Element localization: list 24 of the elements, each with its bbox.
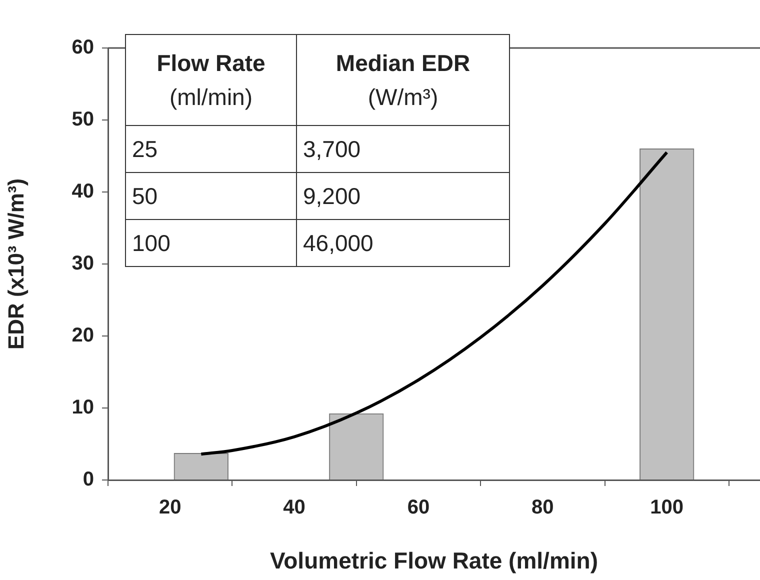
x-tick-label: 60 <box>407 496 430 519</box>
x-tick-label: 20 <box>158 496 182 519</box>
annotation: 3,700 <box>296 126 510 172</box>
annotation: 100 <box>126 220 296 266</box>
y-tick-label: 20 <box>72 324 94 347</box>
y-tick-label: 10 <box>72 396 94 419</box>
y-tick-label: 0 <box>82 468 94 491</box>
annotation: Flow Rate <box>156 50 266 76</box>
y-tick-label: 50 <box>72 108 94 131</box>
x-axis-title: Volumetric Flow Rate (ml/min) <box>270 548 598 574</box>
annotation: 9,200 <box>296 172 510 220</box>
y-axis-title: EDR (x10³ W/m³) <box>3 178 28 350</box>
x-tick-label: 80 <box>532 496 554 519</box>
y-tick-label: 30 <box>72 252 94 275</box>
annotation: (ml/min) <box>169 84 253 110</box>
annotation: Median EDR <box>336 50 470 76</box>
y-tick-label: 60 <box>72 36 94 59</box>
y-tick-label: 40 <box>72 180 94 203</box>
annotation: 46,000 <box>296 220 510 266</box>
x-tick-label: 40 <box>283 496 306 519</box>
annotation: 50 <box>126 172 296 220</box>
annotation: (W/m³) <box>368 84 438 110</box>
annotation: 25 <box>126 126 296 172</box>
x-tick-label: 100 <box>650 496 684 519</box>
